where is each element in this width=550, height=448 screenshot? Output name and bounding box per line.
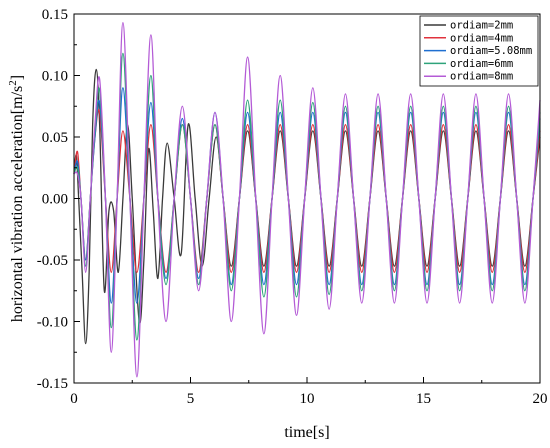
y-tick-label: 0.05	[42, 130, 68, 146]
y-tick-label: 0.00	[42, 192, 68, 208]
y-tick-label: -0.10	[37, 315, 68, 331]
ticks-layer: 0 5 10 15 20 -0.15 -0.10 -0.05 0.00 0.05 0.10 0.15	[37, 7, 548, 407]
x-tick-label: 0	[70, 391, 78, 407]
series-line-5	[73, 21, 541, 378]
y-axis-title-end: ]	[9, 75, 26, 80]
legend-label-5: ordiam=8mm	[450, 71, 513, 83]
legend-label-1: ordiam=2mm	[450, 20, 513, 32]
legend: ordiam=2mmordiam=4mmordiam=5.08mmordiam=…	[419, 15, 539, 87]
y-tick-label: 0.10	[42, 69, 68, 85]
y-tick-label: -0.15	[37, 376, 68, 392]
x-tick-label: 10	[300, 391, 315, 407]
x-axis-title: time[s]	[284, 424, 329, 441]
x-tick-label: 5	[187, 391, 195, 407]
y-tick-label: -0.05	[37, 253, 68, 269]
y-axis-title-main: horizontal vibration acceleration[m/s	[9, 86, 26, 322]
x-tick-label: 20	[533, 391, 548, 407]
y-axis-title-superscript: 2	[7, 80, 19, 86]
series-layer	[73, 21, 541, 378]
legend-label-3: ordiam=5.08mm	[450, 45, 532, 57]
y-axis-title: horizontal vibration acceleration[m/s2]	[7, 75, 26, 322]
y-tick-label: 0.15	[42, 7, 68, 23]
legend-label-2: ordiam=4mm	[450, 32, 513, 44]
x-tick-label: 15	[416, 391, 431, 407]
legend-label-4: ordiam=6mm	[450, 58, 513, 70]
